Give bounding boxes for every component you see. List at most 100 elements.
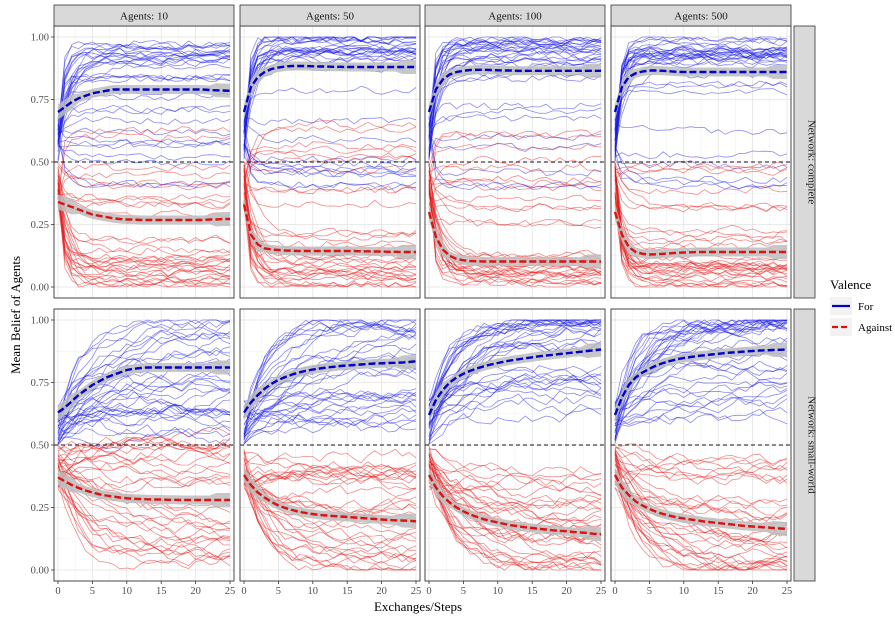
against-agent-trajectory xyxy=(57,176,231,209)
x-tick-label: 25 xyxy=(225,586,236,597)
against-agent-trajectory xyxy=(614,176,788,213)
x-tick-label: 20 xyxy=(376,586,387,597)
against-agent-trajectory xyxy=(57,179,231,284)
against-agent-trajectory xyxy=(614,193,788,268)
for-agent-trajectory xyxy=(614,57,788,159)
for-agent-trajectory xyxy=(614,54,788,136)
legend-label-against: Against xyxy=(858,322,892,334)
against-agent-trajectory xyxy=(428,465,602,571)
against-confidence-band xyxy=(58,470,230,507)
against-agent-trajectory xyxy=(428,184,602,286)
for-mean-line xyxy=(613,69,787,113)
for-agent-trajectory xyxy=(243,36,417,133)
for-agent-trajectory xyxy=(428,133,602,152)
against-agent-trajectory xyxy=(614,450,788,469)
against-agent-trajectory xyxy=(614,454,788,571)
against-agent-trajectory xyxy=(428,460,602,528)
against-agent-trajectory xyxy=(428,465,602,571)
against-agent-trajectory xyxy=(243,161,417,175)
facet-strip-column-label: Agents: 50 xyxy=(306,11,354,23)
against-agent-trajectory xyxy=(243,476,417,491)
for-agent-trajectory xyxy=(243,392,417,445)
for-agent-trajectory xyxy=(57,53,231,146)
against-agent-trajectory xyxy=(243,451,417,480)
legend-label-for: For xyxy=(858,301,874,313)
facet-strip-column-label: Agents: 100 xyxy=(488,11,542,23)
against-agent-trajectory xyxy=(428,479,602,546)
panel-plot-area xyxy=(427,319,602,571)
against-agent-trajectory xyxy=(57,165,231,191)
for-agent-trajectory xyxy=(243,395,417,436)
x-tick-label: 0 xyxy=(241,586,246,597)
against-agent-trajectory xyxy=(428,155,602,192)
for-agent-trajectory xyxy=(614,44,788,155)
x-tick-label: 5 xyxy=(647,586,652,597)
for-confidence-band xyxy=(58,360,230,420)
against-agent-trajectory xyxy=(57,183,231,277)
against-agent-trajectory xyxy=(57,167,231,245)
against-agent-trajectory xyxy=(243,182,417,194)
against-agent-trajectory xyxy=(614,460,788,511)
for-agent-trajectory xyxy=(614,150,788,160)
for-agent-trajectory xyxy=(57,369,231,444)
against-agent-trajectory xyxy=(243,467,417,482)
facet-strip-row-label: Network: small-world xyxy=(806,396,818,494)
for-agent-trajectory xyxy=(614,37,788,151)
against-agent-trajectory xyxy=(57,179,231,244)
against-confidence-band xyxy=(58,194,230,227)
for-agent-trajectory xyxy=(57,387,231,410)
for-agent-trajectory xyxy=(428,53,602,159)
against-agent-trajectory xyxy=(614,471,788,544)
panel-plot-area xyxy=(242,36,417,288)
y-tick-label: 0.25 xyxy=(31,503,49,514)
against-agent-trajectory xyxy=(57,189,231,256)
for-agent-trajectory xyxy=(57,73,231,161)
y-tick-label: 0.00 xyxy=(31,566,49,577)
against-agent-trajectory xyxy=(243,451,417,571)
for-agent-trajectory xyxy=(614,47,788,142)
against-agent-trajectory xyxy=(243,202,417,287)
for-agent-trajectory xyxy=(614,407,788,426)
against-agent-trajectory xyxy=(243,199,417,281)
y-tick-label: 0.00 xyxy=(31,283,49,294)
facet-strip-row xyxy=(793,25,816,299)
for-agent-trajectory xyxy=(57,106,231,143)
against-agent-trajectory xyxy=(57,126,231,200)
facet-panel xyxy=(424,25,606,299)
for-agent-trajectory xyxy=(243,36,417,157)
against-agent-trajectory xyxy=(614,203,788,235)
against-agent-trajectory xyxy=(57,488,231,560)
x-tick-label: 10 xyxy=(308,586,319,597)
against-agent-trajectory xyxy=(57,481,231,570)
against-agent-trajectory xyxy=(428,454,601,571)
for-agent-trajectory xyxy=(428,407,602,442)
for-agent-trajectory xyxy=(57,403,231,427)
for-agent-trajectory xyxy=(243,400,417,434)
for-agent-trajectory xyxy=(57,409,231,445)
against-agent-trajectory xyxy=(614,452,788,571)
for-agent-trajectory xyxy=(614,150,788,184)
for-agent-trajectory xyxy=(57,403,231,436)
panels-layer: 0.00 0.25 0.50 0.75 1.00 0.00 0.25 0.50 0.75 1.00… xyxy=(31,25,792,597)
against-agent-trajectory xyxy=(614,457,788,539)
against-agent-trajectory xyxy=(243,155,417,184)
for-agent-trajectory xyxy=(57,410,231,427)
for-agent-trajectory xyxy=(57,116,231,136)
for-agent-trajectory xyxy=(243,37,417,134)
against-agent-trajectory xyxy=(614,197,788,239)
against-agent-trajectory xyxy=(614,463,788,522)
against-agent-trajectory xyxy=(428,171,602,229)
against-agent-trajectory xyxy=(57,484,231,540)
for-agent-trajectory xyxy=(57,329,231,421)
for-agent-trajectory xyxy=(57,319,231,429)
for-agent-trajectory xyxy=(57,50,231,127)
for-agent-trajectory xyxy=(57,44,231,134)
against-agent-trajectory xyxy=(243,185,417,238)
against-agent-trajectory xyxy=(614,165,788,176)
for-confidence-band xyxy=(615,342,787,423)
for-agent-trajectory xyxy=(243,46,417,146)
for-mean-line xyxy=(243,360,417,414)
facet-panel: 0 5 10 15 20 25 xyxy=(610,308,792,597)
against-mean-line xyxy=(427,474,602,536)
